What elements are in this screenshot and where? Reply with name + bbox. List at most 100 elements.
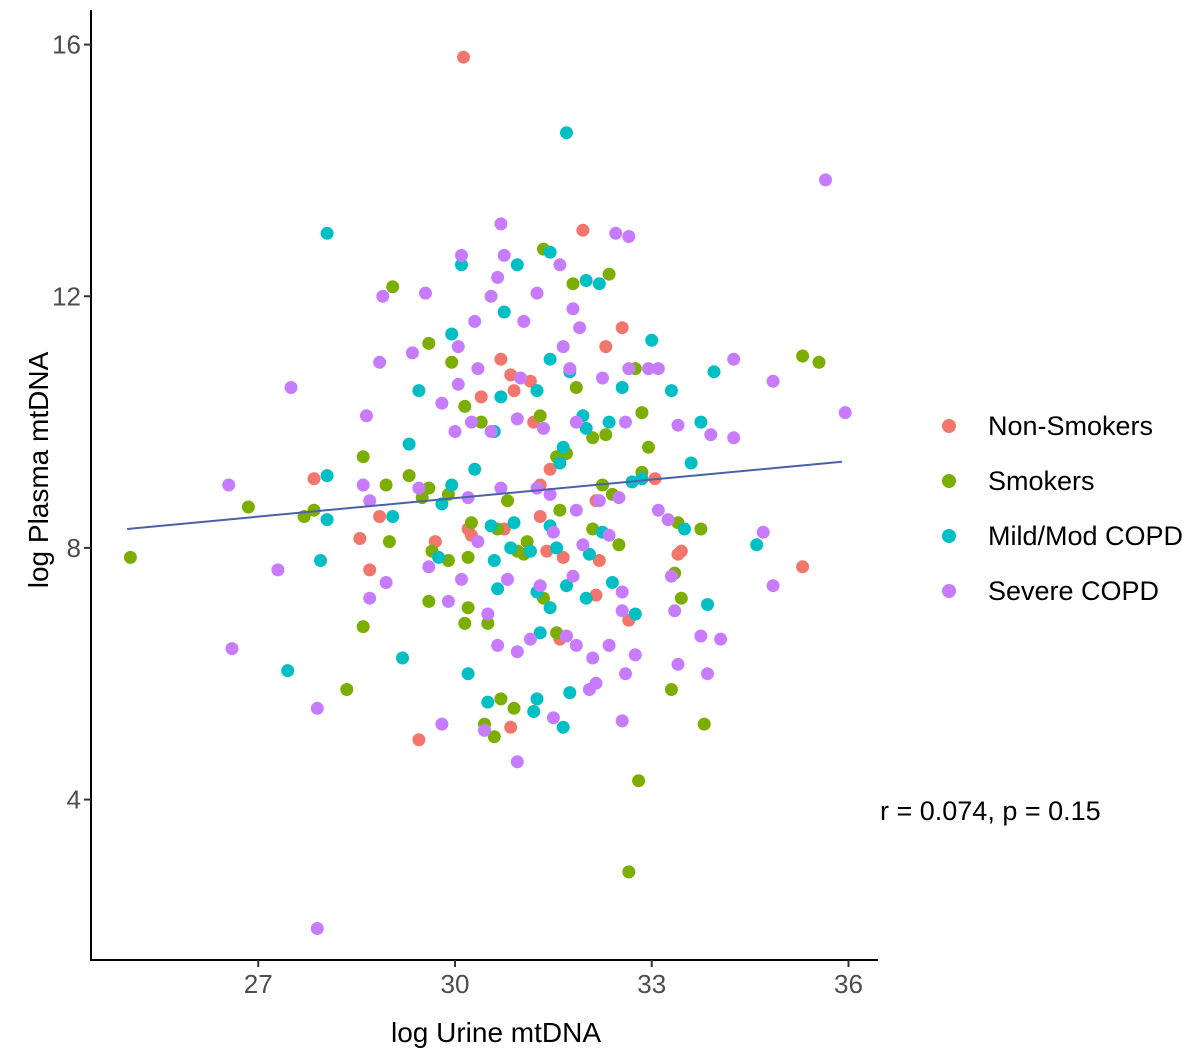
point-mild-mod-copd-64: [314, 554, 327, 567]
point-mild-mod-copd-43: [523, 544, 537, 558]
point-severe-copd-79: [510, 645, 524, 659]
point-severe-copd-26: [642, 362, 655, 376]
point-smokers-28: [422, 481, 436, 495]
point-severe-copd-71: [569, 638, 583, 652]
legend-label-mild-mod-copd: Mild/Mod COPD: [988, 521, 1183, 551]
point-mild-mod-copd-13: [530, 384, 544, 398]
point-smokers-60: [123, 550, 137, 564]
point-smokers-42: [550, 626, 564, 640]
point-smokers-51: [674, 591, 688, 605]
point-non-smokers-4: [494, 352, 508, 366]
point-non-smokers-24: [592, 554, 606, 567]
point-severe-copd-17: [451, 340, 465, 354]
point-smokers-10: [586, 431, 600, 445]
point-mild-mod-copd-48: [491, 582, 505, 596]
point-severe-copd-53: [612, 491, 626, 505]
point-smokers-4: [422, 336, 436, 350]
point-severe-copd-78: [491, 638, 505, 652]
point-severe-copd-14: [517, 314, 531, 328]
point-severe-copd-43: [727, 431, 741, 445]
point-severe-copd-61: [501, 572, 514, 586]
point-mild-mod-copd-45: [582, 547, 596, 561]
point-smokers-55: [507, 701, 521, 715]
point-severe-copd-75: [694, 629, 708, 643]
point-severe-copd-86: [435, 717, 449, 731]
point-smokers-59: [622, 865, 636, 879]
point-severe-copd-52: [592, 494, 606, 508]
point-severe-copd-18: [556, 340, 570, 354]
point-severe-copd-24: [596, 371, 609, 385]
point-severe-copd-65: [664, 569, 678, 583]
regression-line: [127, 460, 842, 530]
x-tick-label-3: 36: [834, 969, 863, 999]
point-severe-copd-21: [451, 377, 465, 391]
point-smokers-58: [632, 774, 646, 788]
point-mild-mod-copd-1: [320, 226, 334, 240]
point-severe-copd-74: [668, 604, 682, 618]
point-severe-copd-57: [271, 563, 285, 577]
point-smokers-8: [533, 409, 547, 423]
point-mild-mod-copd-41: [487, 554, 501, 567]
point-severe-copd-49: [494, 481, 508, 495]
point-severe-copd-6: [553, 258, 567, 272]
point-severe-copd-34: [448, 425, 462, 438]
point-mild-mod-copd-35: [484, 519, 498, 533]
point-severe-copd-88: [546, 711, 560, 725]
y-axis-title: log Plasma mtDNA: [23, 351, 54, 588]
point-mild-mod-copd-55: [533, 626, 547, 640]
point-mild-mod-copd-4: [510, 258, 524, 272]
point-mild-mod-copd-12: [494, 390, 508, 404]
point-severe-copd-9: [376, 289, 390, 303]
point-severe-copd-22: [514, 371, 528, 385]
point-severe-copd-47: [412, 481, 426, 495]
point-severe-copd-80: [560, 629, 573, 643]
point-severe-copd-95: [546, 525, 560, 539]
point-severe-copd-97: [602, 528, 616, 542]
point-severe-copd-50: [543, 487, 557, 501]
point-mild-mod-copd-46: [605, 576, 619, 589]
point-smokers-45: [458, 616, 472, 630]
y-tick-label-0: 4: [67, 785, 81, 815]
point-mild-mod-copd-8: [445, 327, 459, 341]
point-smokers-53: [697, 717, 711, 731]
point-mild-mod-copd-39: [678, 522, 691, 536]
point-severe-copd-64: [615, 585, 629, 599]
point-smokers-47: [422, 594, 436, 608]
point-non-smokers-25: [589, 588, 603, 602]
point-mild-mod-copd-0: [560, 126, 573, 140]
point-severe-copd-72: [602, 638, 616, 652]
point-severe-copd-10: [484, 289, 498, 303]
point-non-smokers-7: [474, 390, 488, 404]
point-smokers-20: [694, 522, 708, 536]
point-mild-mod-copd-16: [707, 365, 721, 379]
point-severe-copd-70: [523, 632, 537, 646]
point-mild-mod-copd-17: [412, 384, 426, 398]
point-smokers-30: [241, 500, 255, 514]
point-severe-copd-7: [491, 270, 505, 284]
point-mild-mod-copd-3: [455, 258, 468, 272]
point-severe-copd-68: [441, 594, 455, 608]
point-non-smokers-19: [363, 563, 377, 577]
legend-label-non-smokers: Non-Smokers: [988, 411, 1153, 441]
point-severe-copd-11: [530, 286, 544, 300]
point-severe-copd-54: [651, 503, 665, 517]
point-severe-copd-91: [310, 922, 324, 935]
point-severe-copd-25: [622, 362, 636, 376]
point-severe-copd-37: [510, 412, 524, 426]
point-smokers-44: [481, 616, 495, 630]
point-severe-copd-13: [468, 314, 482, 328]
point-non-smokers-31: [504, 720, 518, 734]
point-mild-mod-copd-20: [579, 421, 593, 435]
point-severe-copd-98: [471, 535, 485, 549]
point-severe-copd-41: [671, 418, 685, 432]
point-smokers-52: [664, 683, 678, 696]
point-severe-copd-23: [563, 362, 577, 376]
point-mild-mod-copd-27: [684, 456, 698, 470]
point-smokers-11: [635, 406, 649, 420]
point-severe-copd-58: [379, 576, 393, 589]
point-mild-mod-copd-26: [635, 472, 649, 486]
point-mild-mod-copd-2: [543, 245, 557, 259]
point-severe-copd-38: [537, 421, 550, 435]
point-severe-copd-45: [356, 478, 370, 492]
